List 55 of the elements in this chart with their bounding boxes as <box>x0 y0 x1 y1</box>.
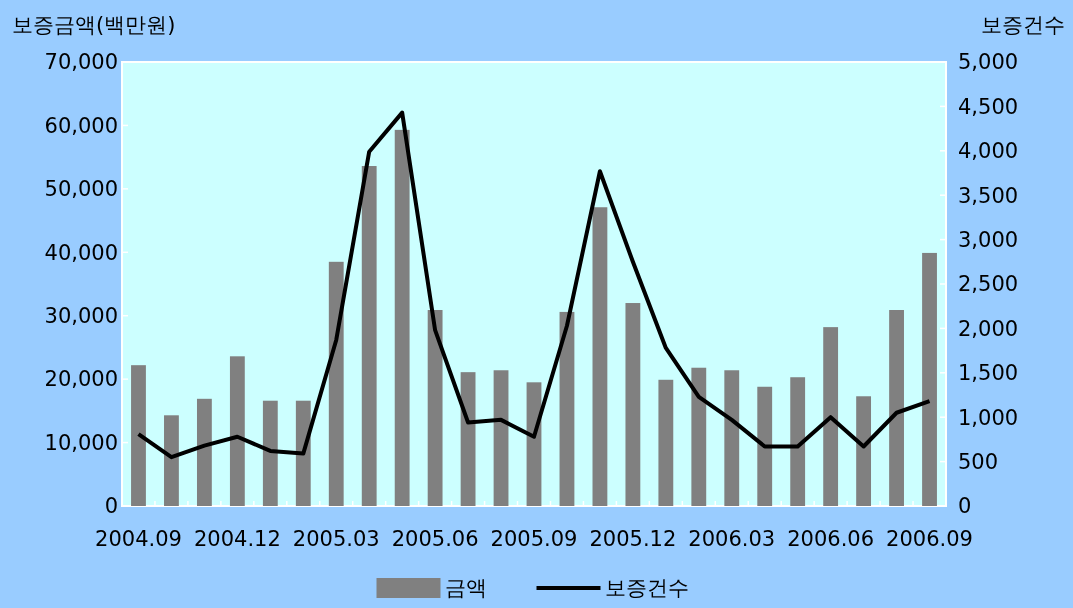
bar <box>592 207 608 506</box>
bar <box>493 370 509 506</box>
bar <box>196 398 212 506</box>
y-tick-label: 20,000 <box>44 367 118 392</box>
bar <box>295 400 311 506</box>
bar <box>394 129 410 506</box>
bar <box>757 386 773 506</box>
bar <box>427 310 443 506</box>
y2-tick-label: 1,000 <box>958 405 1019 430</box>
y2-tick-label: 1,500 <box>958 361 1019 386</box>
legend-label: 보증건수 <box>604 576 689 601</box>
y2-tick-label: 2,500 <box>958 272 1019 297</box>
bar <box>328 261 344 506</box>
bar <box>229 356 245 506</box>
y2-tick-label: 3,000 <box>958 227 1019 252</box>
bar <box>889 310 904 506</box>
y-tick-label: 30,000 <box>44 304 118 329</box>
x-tick-label: 2004.09 <box>95 527 182 551</box>
legend-label: 금액 <box>444 576 487 601</box>
y-tick-label: 50,000 <box>44 177 118 202</box>
bar <box>131 365 146 506</box>
bar <box>658 379 674 506</box>
bar <box>856 396 872 506</box>
y-tick-label: 10,000 <box>44 430 118 455</box>
x-tick-label: 2006.06 <box>787 527 875 551</box>
x-tick-label: 2005.03 <box>292 527 380 551</box>
y2-tick-label: 3,500 <box>958 183 1019 208</box>
bar <box>164 415 179 506</box>
y-tick-label: 40,000 <box>44 240 118 265</box>
bar <box>922 252 937 506</box>
y2-tick-label: 500 <box>958 449 999 474</box>
y2-axis-title: 보증건수 <box>981 13 1065 37</box>
line-series <box>136 110 932 460</box>
x-tick-label: 2005.12 <box>589 527 677 551</box>
bar <box>625 303 641 506</box>
x-tick-label: 2004.12 <box>193 527 281 551</box>
y2-tick-label: 2,000 <box>958 316 1019 341</box>
y-axis-title: 보증금액(백만원) <box>12 13 176 37</box>
y-tick-label: 60,000 <box>44 113 118 138</box>
x-tick-label: 2005.06 <box>391 527 479 551</box>
bar <box>823 327 839 506</box>
bar <box>691 367 707 506</box>
x-tick-label: 2005.09 <box>490 527 578 551</box>
x-tick-label: 2006.09 <box>886 527 973 551</box>
y2-tick-label: 0 <box>958 494 972 519</box>
y2-tick-label: 4,500 <box>958 94 1019 119</box>
bar <box>724 370 740 506</box>
bar <box>790 377 806 506</box>
y-tick-label: 0 <box>104 494 118 519</box>
x-tick-label: 2006.03 <box>688 527 776 551</box>
y2-tick-label: 4,000 <box>958 139 1019 164</box>
bar <box>361 166 377 506</box>
bar <box>262 400 278 506</box>
y-tick-label: 70,000 <box>44 50 118 75</box>
y2-tick-label: 5,000 <box>958 50 1019 75</box>
